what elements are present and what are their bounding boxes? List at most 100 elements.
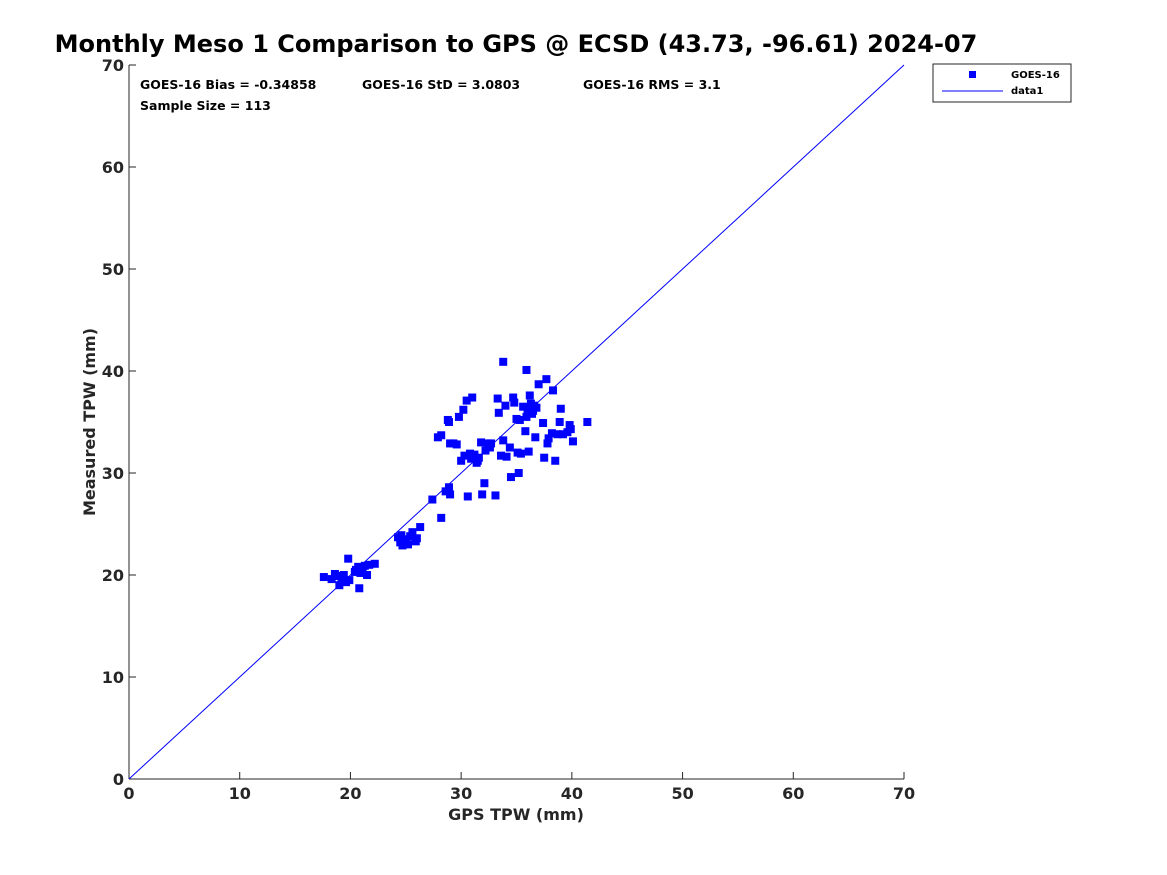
stat-sample-size: Sample Size = 113: [140, 98, 271, 113]
legend[interactable]: GOES-16 data1: [932, 63, 1072, 103]
scatter-point: [466, 449, 474, 458]
y-tick-label: 60: [102, 158, 124, 177]
scatter-point: [583, 418, 592, 426]
scatter-point: [519, 402, 528, 411]
scatter-point: [523, 405, 532, 414]
y-axis-label: Measured TPW (mm): [80, 328, 99, 516]
scatter-point: [454, 412, 463, 421]
scatter-point: [370, 559, 379, 568]
scatter-point: [553, 430, 562, 439]
scatter-point: [499, 436, 508, 445]
scatter-point: [327, 575, 336, 584]
scatter-point: [354, 562, 363, 571]
legend-label-data1: data1: [1011, 86, 1043, 97]
scatter-point: [481, 446, 490, 455]
scatter-point: [493, 394, 502, 403]
y-tick-label: 0: [113, 770, 124, 789]
series-points-group: [319, 357, 592, 593]
scatter-point: [485, 443, 494, 452]
y-tick-label: 20: [102, 566, 124, 585]
scatter-point: [568, 437, 577, 446]
scatter-point: [566, 425, 575, 434]
scatter-point: [510, 398, 519, 407]
scatter-point: [452, 440, 461, 449]
scatter-point: [416, 523, 425, 532]
y-tick-label: 40: [102, 362, 124, 381]
scatter-point: [499, 357, 508, 366]
scatter-point: [521, 427, 530, 436]
scatter-point: [542, 375, 551, 384]
scatter-point: [457, 456, 466, 465]
scatter-point: [459, 405, 468, 414]
scatter-point: [480, 479, 489, 488]
x-tick-label: 40: [561, 784, 583, 803]
scatter-point: [525, 391, 534, 400]
scatter-point: [470, 450, 479, 459]
scatter-point: [509, 393, 518, 402]
scatter-point: [444, 483, 453, 492]
scatter-point: [505, 443, 514, 452]
scatter-point: [532, 403, 541, 412]
scatter-point: [462, 396, 471, 405]
chart-title: Monthly Meso 1 Comparison to GPS @ ECSD …: [55, 30, 978, 58]
scatter-point: [360, 561, 369, 570]
legend-marker-goes16: [969, 71, 976, 78]
scatter-point: [549, 386, 558, 395]
x-axis-label: GPS TPW (mm): [448, 805, 584, 824]
x-tick-label: 60: [782, 784, 804, 803]
scatter-point: [345, 576, 354, 585]
scatter-point: [478, 490, 487, 499]
scatter-point: [477, 438, 486, 447]
plot-area: 0 10 20 30 40 50 60 70 0 10 20 30 40 50 60 70: [102, 56, 915, 803]
stat-std: GOES-16 StD = 3.0803: [362, 77, 520, 92]
scatter-point: [463, 492, 472, 501]
scatter-point: [555, 418, 564, 426]
scatter-point: [319, 573, 328, 582]
scatter-point: [467, 454, 476, 463]
scatter-point: [468, 393, 477, 402]
scatter-point: [406, 532, 415, 541]
scatter-point: [344, 554, 353, 563]
scatter-point: [441, 487, 450, 496]
scatter-point: [338, 574, 347, 583]
scatter-point: [501, 401, 510, 410]
x-tick-label: 0: [123, 784, 134, 803]
scatter-point: [365, 560, 374, 569]
scatter-point: [539, 419, 548, 428]
scatter-point: [506, 473, 515, 482]
x-tick-label: 10: [229, 784, 251, 803]
stat-rms: GOES-16 RMS = 3.1: [583, 77, 721, 92]
scatter-point: [355, 584, 364, 593]
scatter-point: [559, 430, 567, 439]
scatter-point: [408, 528, 417, 537]
scatter-point: [397, 531, 406, 540]
scatter-point: [513, 448, 522, 457]
y-tick-label: 10: [102, 668, 124, 687]
scatter-point: [502, 452, 511, 461]
scatter-point: [356, 568, 365, 577]
scatter-point: [522, 365, 531, 374]
x-tick-label: 70: [893, 784, 915, 803]
y-ticks: 0 10 20 30 40 50 60 70: [102, 56, 136, 789]
scatter-point: [491, 491, 500, 500]
scatter-point: [428, 495, 437, 504]
x-tick-label: 20: [339, 784, 361, 803]
scatter-point: [565, 421, 574, 430]
legend-label-goes16: GOES-16: [1011, 70, 1060, 81]
scatter-point: [473, 456, 482, 465]
scatter-point: [446, 490, 455, 499]
scatter-point: [497, 451, 505, 460]
scatter-point: [547, 429, 556, 438]
y-tick-label: 30: [102, 464, 124, 483]
scatter-point: [543, 439, 552, 448]
scatter-point: [412, 534, 421, 543]
scatter-point: [531, 433, 540, 442]
scatter-point: [437, 513, 446, 522]
scatter-point: [515, 415, 524, 424]
y-tick-label: 70: [102, 56, 124, 75]
scatter-point: [514, 469, 523, 477]
scatter-point: [444, 418, 453, 426]
x-tick-label: 30: [450, 784, 472, 803]
scatter-point: [350, 567, 359, 576]
